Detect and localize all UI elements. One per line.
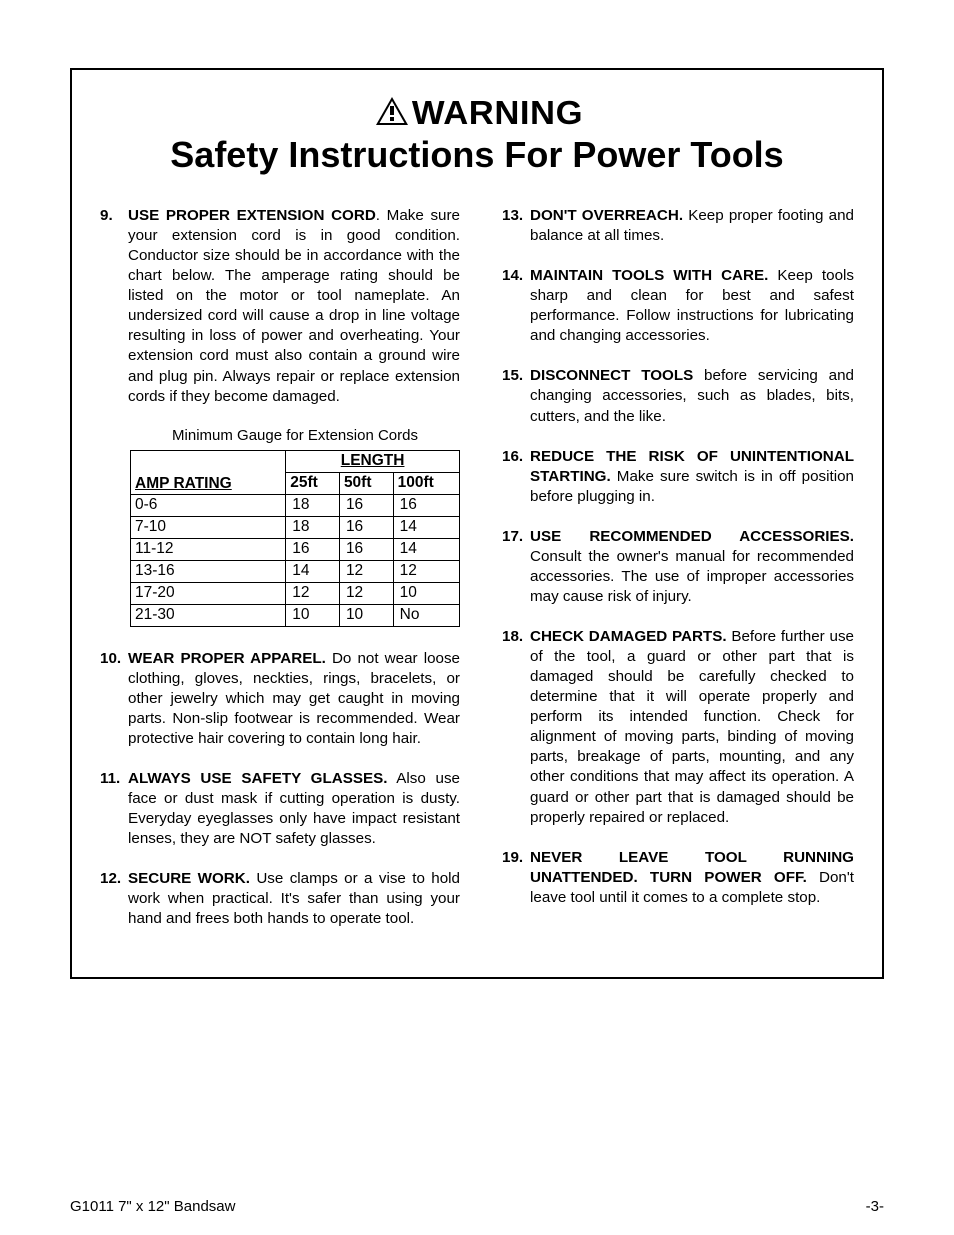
gauge-table-wrap: Minimum Gauge for Extension Cords AMP RA… [130,427,460,627]
item-body: USE PROPER EXTENSION CORD. Make sure you… [128,206,460,407]
length-col-header: 50ft [339,472,393,494]
item-rest: Before further use of the tool, a guard … [530,628,854,826]
item-body: SECURE WORK. Use clamps or a vise to hol… [128,869,460,929]
length-header: LENGTH [286,450,460,472]
amp-cell: 21-30 [131,604,286,626]
gauge-cell: 18 [286,516,340,538]
footer-right: -3- [866,1198,884,1215]
length-col-header: 100ft [393,472,459,494]
warning-heading: WARNING [100,94,854,132]
gauge-cell: 14 [286,560,340,582]
gauge-cell: 16 [339,538,393,560]
item-rest: . Make sure your extension cord is in go… [128,207,460,405]
table-row: 11-12 16 16 14 [131,538,460,560]
instruction-item: 16. REDUCE THE RISK OF UNINTENTIONAL STA… [502,447,854,507]
table-caption: Minimum Gauge for Extension Cords [130,427,460,444]
page-frame: WARNING Safety Instructions For Power To… [70,68,884,979]
item-lead: USE RECOMMENDED ACCESSORIES. [530,528,854,545]
amp-cell: 0-6 [131,494,286,516]
item-number: 12. [100,869,128,929]
item-number: 15. [502,366,530,426]
item-lead: NEVER LEAVE TOOL RUNNING UNATTENDED. TUR… [530,849,854,886]
item-number: 16. [502,447,530,507]
table-row: 0-6 18 16 16 [131,494,460,516]
gauge-cell: 12 [393,560,459,582]
gauge-cell: 14 [393,516,459,538]
table-row: AMP RATING LENGTH [131,450,460,472]
item-body: REDUCE THE RISK OF UNINTENTIONAL STARTIN… [530,447,854,507]
instruction-item: 11. ALWAYS USE SAFETY GLASSES. Also use … [100,769,460,849]
gauge-cell: 12 [339,560,393,582]
left-column: 9. USE PROPER EXTENSION CORD. Make sure … [100,206,460,949]
instruction-item: 15. DISCONNECT TOOLS before servicing an… [502,366,854,426]
warning-text: WARNING [412,94,583,132]
item-body: WEAR PROPER APPAREL. Do not wear loose c… [128,649,460,749]
gauge-cell: 16 [339,494,393,516]
item-lead: CHECK DAMAGED PARTS. [530,628,727,645]
item-lead: WEAR PROPER APPAREL. [128,650,326,667]
gauge-cell: 10 [393,582,459,604]
instruction-item: 17. USE RECOMMENDED ACCESSORIES. Consult… [502,527,854,607]
item-lead: MAINTAIN TOOLS WITH CARE. [530,267,768,284]
instruction-item: 12. SECURE WORK. Use clamps or a vise to… [100,869,460,929]
table-row: 21-30 10 10 No [131,604,460,626]
gauge-cell: 10 [339,604,393,626]
length-col-header: 25ft [286,472,340,494]
gauge-cell: No [393,604,459,626]
item-body: CHECK DAMAGED PARTS. Before further use … [530,627,854,828]
table-row: 7-10 18 16 14 [131,516,460,538]
item-body: USE RECOMMENDED ACCESSORIES. Consult the… [530,527,854,607]
item-number: 18. [502,627,530,828]
item-body: DISCONNECT TOOLS before servicing and ch… [530,366,854,426]
table-row: 17-20 12 12 10 [131,582,460,604]
item-number: 9. [100,206,128,407]
instruction-item: 14. MAINTAIN TOOLS WITH CARE. Keep tools… [502,266,854,346]
instruction-item: 19. NEVER LEAVE TOOL RUNNING UNATTENDED.… [502,848,854,908]
gauge-cell: 10 [286,604,340,626]
gauge-cell: 14 [393,538,459,560]
right-column: 13. DON'T OVERREACH. Keep proper footing… [502,206,854,949]
item-rest: Consult the owner's manual for recommend… [530,548,854,605]
item-body: NEVER LEAVE TOOL RUNNING UNATTENDED. TUR… [530,848,854,908]
warning-triangle-icon [375,96,409,131]
amp-cell: 13-16 [131,560,286,582]
item-body: DON'T OVERREACH. Keep proper footing and… [530,206,854,246]
footer-left: G1011 7" x 12" Bandsaw [70,1198,235,1215]
item-number: 17. [502,527,530,607]
item-number: 10. [100,649,128,749]
item-number: 13. [502,206,530,246]
item-number: 19. [502,848,530,908]
amp-cell: 11-12 [131,538,286,560]
content-columns: 9. USE PROPER EXTENSION CORD. Make sure … [100,206,854,949]
item-number: 11. [100,769,128,849]
gauge-cell: 12 [339,582,393,604]
instruction-item: 18. CHECK DAMAGED PARTS. Before further … [502,627,854,828]
item-number: 14. [502,266,530,346]
page-title: Safety Instructions For Power Tools [100,134,854,176]
page-footer: G1011 7" x 12" Bandsaw -3- [70,1198,884,1215]
item-body: MAINTAIN TOOLS WITH CARE. Keep tools sha… [530,266,854,346]
instruction-item: 13. DON'T OVERREACH. Keep proper footing… [502,206,854,246]
item-lead: DON'T OVERREACH. [530,207,683,224]
gauge-cell: 18 [286,494,340,516]
item-lead: DISCONNECT TOOLS [530,367,693,384]
gauge-cell: 16 [286,538,340,560]
gauge-cell: 16 [339,516,393,538]
item-lead: ALWAYS USE SAFETY GLASSES. [128,770,387,787]
gauge-cell: 12 [286,582,340,604]
gauge-table: AMP RATING LENGTH 25ft 50ft 100ft 0-6 18… [130,450,460,627]
gauge-cell: 16 [393,494,459,516]
table-row: 13-16 14 12 12 [131,560,460,582]
amp-cell: 17-20 [131,582,286,604]
amp-rating-header: AMP RATING [131,450,286,494]
item-lead: USE PROPER EXTENSION CORD [128,207,376,224]
instruction-item: 10. WEAR PROPER APPAREL. Do not wear loo… [100,649,460,749]
amp-cell: 7-10 [131,516,286,538]
instruction-item: 9. USE PROPER EXTENSION CORD. Make sure … [100,206,460,407]
item-lead: SECURE WORK. [128,870,250,887]
item-body: ALWAYS USE SAFETY GLASSES. Also use face… [128,769,460,849]
